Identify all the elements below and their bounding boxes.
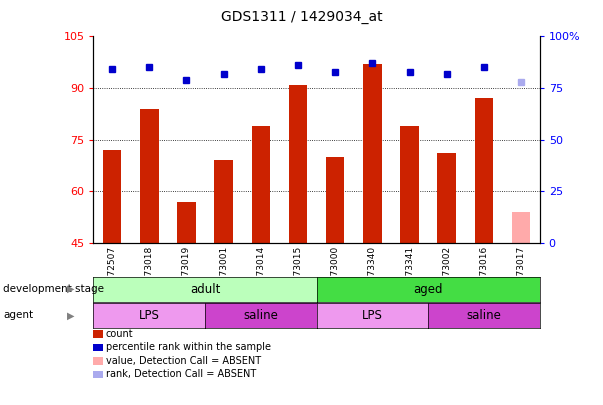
Bar bbox=[437, 153, 456, 243]
Text: adult: adult bbox=[190, 283, 220, 296]
Text: aged: aged bbox=[414, 283, 443, 296]
Text: count: count bbox=[106, 329, 133, 339]
Text: GDS1311 / 1429034_at: GDS1311 / 1429034_at bbox=[221, 10, 382, 24]
Bar bbox=[363, 64, 382, 243]
Text: value, Detection Call = ABSENT: value, Detection Call = ABSENT bbox=[106, 356, 260, 366]
Text: ▶: ▶ bbox=[68, 284, 75, 294]
Bar bbox=[251, 126, 270, 243]
Text: LPS: LPS bbox=[362, 309, 383, 322]
Text: LPS: LPS bbox=[139, 309, 160, 322]
Bar bbox=[400, 126, 419, 243]
Bar bbox=[326, 157, 344, 243]
Text: saline: saline bbox=[244, 309, 278, 322]
Text: rank, Detection Call = ABSENT: rank, Detection Call = ABSENT bbox=[106, 369, 256, 379]
Text: saline: saline bbox=[467, 309, 501, 322]
Text: development stage: development stage bbox=[3, 284, 104, 294]
Bar bbox=[103, 150, 121, 243]
Bar bbox=[214, 160, 233, 243]
Text: agent: agent bbox=[3, 311, 33, 320]
Bar bbox=[177, 202, 196, 243]
Bar bbox=[289, 85, 308, 243]
Bar bbox=[475, 98, 493, 243]
Text: percentile rank within the sample: percentile rank within the sample bbox=[106, 343, 271, 352]
Bar bbox=[140, 109, 159, 243]
Bar bbox=[512, 212, 531, 243]
Text: ▶: ▶ bbox=[68, 311, 75, 320]
